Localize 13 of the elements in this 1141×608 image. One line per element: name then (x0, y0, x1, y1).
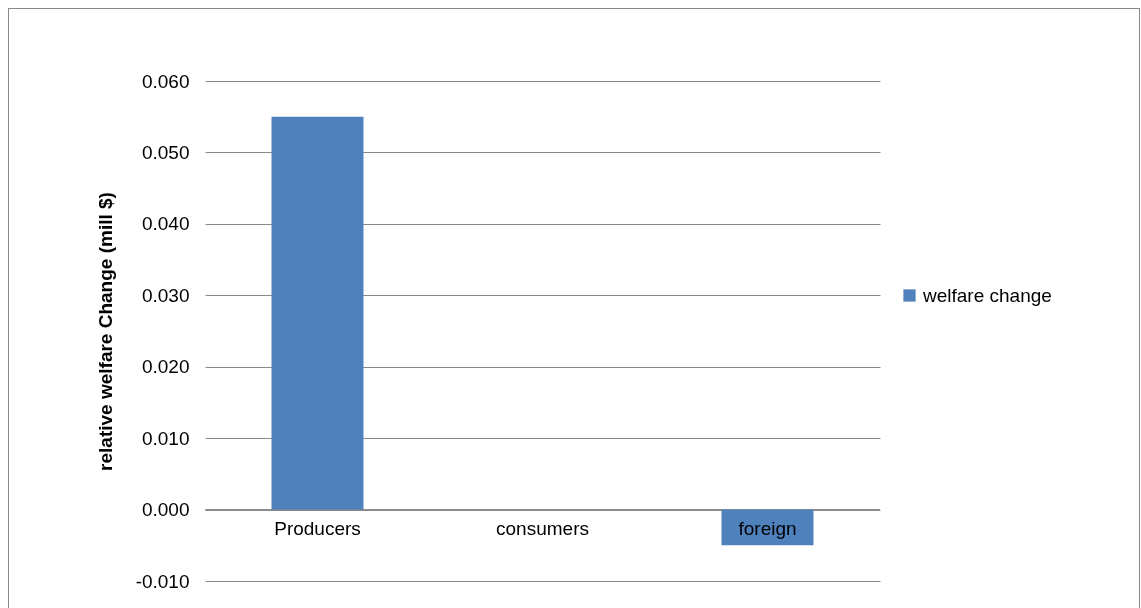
x-tick-label: Producers (274, 518, 361, 540)
legend-label: welfare change (922, 284, 1052, 306)
y-tick-label: 0.040 (141, 213, 190, 235)
y-tick-label: 0.060 (141, 70, 190, 92)
y-tick-label: 0.000 (141, 499, 190, 521)
y-tick-label: 0.050 (141, 141, 190, 163)
y-tick-label: -0.010 (135, 570, 190, 592)
x-tick-label: foreign (738, 518, 797, 540)
y-tick-label: 0.020 (141, 356, 190, 378)
y-tick-label: 0.030 (141, 284, 190, 306)
x-tick-label: consumers (496, 518, 589, 540)
y-tick-label: 0.010 (141, 427, 190, 449)
y-axis-title: relative welfare Change (mill $) (94, 192, 116, 471)
